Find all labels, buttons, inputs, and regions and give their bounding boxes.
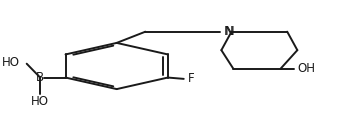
Text: HO: HO xyxy=(2,56,20,69)
Text: B: B xyxy=(36,71,44,84)
Text: F: F xyxy=(188,72,195,85)
Text: OH: OH xyxy=(298,62,316,75)
Text: N: N xyxy=(225,25,235,38)
Text: HO: HO xyxy=(31,95,49,108)
Text: N: N xyxy=(224,25,234,38)
